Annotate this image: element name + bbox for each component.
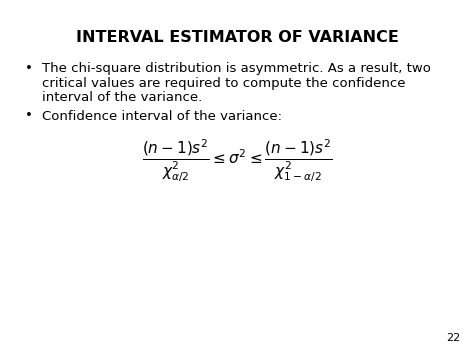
Text: critical values are required to compute the confidence: critical values are required to compute … — [42, 76, 405, 89]
Text: $\dfrac{(n-1)s^2}{\chi^2_{\alpha/2}} \leq \sigma^2 \leq \dfrac{(n-1)s^2}{\chi^2_: $\dfrac{(n-1)s^2}{\chi^2_{\alpha/2}} \le… — [142, 137, 332, 185]
Text: 22: 22 — [446, 333, 460, 343]
Text: INTERVAL ESTIMATOR OF VARIANCE: INTERVAL ESTIMATOR OF VARIANCE — [75, 30, 399, 45]
Text: The chi-square distribution is asymmetric. As a result, two: The chi-square distribution is asymmetri… — [42, 62, 431, 75]
Text: •: • — [25, 62, 33, 75]
Text: interval of the variance.: interval of the variance. — [42, 91, 202, 104]
Text: Confidence interval of the variance:: Confidence interval of the variance: — [42, 109, 282, 122]
Text: •: • — [25, 109, 33, 122]
